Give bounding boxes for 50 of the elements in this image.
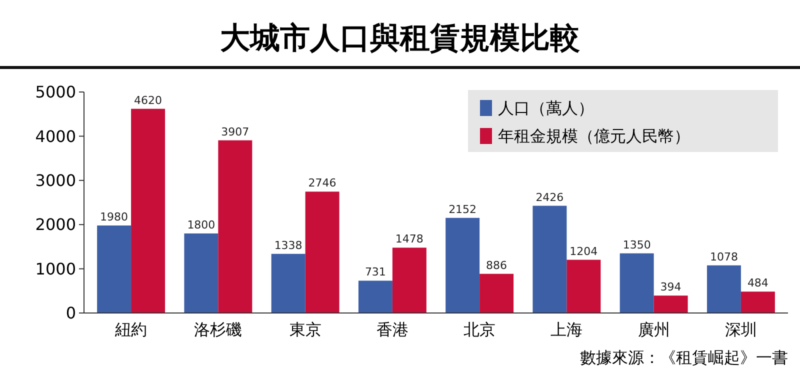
data-label: 1078 [710,250,738,264]
data-label: 1980 [100,210,128,224]
bar [740,292,775,313]
bar [654,296,688,313]
x-tick-label: 上海 [550,320,583,339]
x-tick-label: 廣州 [638,320,670,339]
text: 數據來源：《租賃崛起》一書 [580,348,788,367]
data-label: 394 [660,280,682,294]
y-tick-label: 1000 [35,259,76,278]
y-tick-label: 4000 [35,126,76,146]
x-tick-label: 香港 [376,320,408,339]
bar [532,206,567,313]
y-tick-label: 5000 [35,82,76,102]
bar [620,253,654,313]
y-tick-label: 2000 [35,215,76,234]
data-label: 1478 [395,232,424,246]
x-tick-label: 紐約 [114,320,148,339]
bar [566,260,601,313]
y-tick-label: 3000 [35,171,76,190]
data-label: 4620 [134,94,162,107]
data-label: 1350 [622,238,651,252]
data-label: 1800 [187,218,216,232]
data-label: 2152 [448,202,477,216]
data-label: 1338 [274,238,302,252]
data-label: 484 [747,276,768,290]
bar [184,233,218,313]
data-label: 2746 [308,176,336,190]
y-tick-label: 0 [66,304,76,323]
bar [305,192,340,313]
legend-label: 年租金規模（億元人民幣） [498,126,690,146]
bar [480,274,514,313]
data-label: 1204 [570,244,598,258]
data-label: 2426 [536,190,564,204]
data-label: 731 [364,266,386,279]
x-tick-label: 深圳 [724,320,757,339]
bar [131,108,166,313]
bar [271,254,306,313]
bar [97,225,132,313]
bar [218,140,252,313]
bar [358,280,392,313]
x-tick-label: 北京 [464,320,496,339]
legend-label: 人口（萬人） [498,98,594,118]
chart-title: 大城市人口與租賃規模比較 [220,21,580,56]
data-label: 3907 [221,125,250,138]
bar [392,248,426,313]
x-tick-label: 東京 [289,320,322,339]
x-tick-label: 洛杉磯 [194,320,242,339]
bar [706,265,741,313]
data-label: 886 [486,258,508,272]
bar [446,218,480,313]
